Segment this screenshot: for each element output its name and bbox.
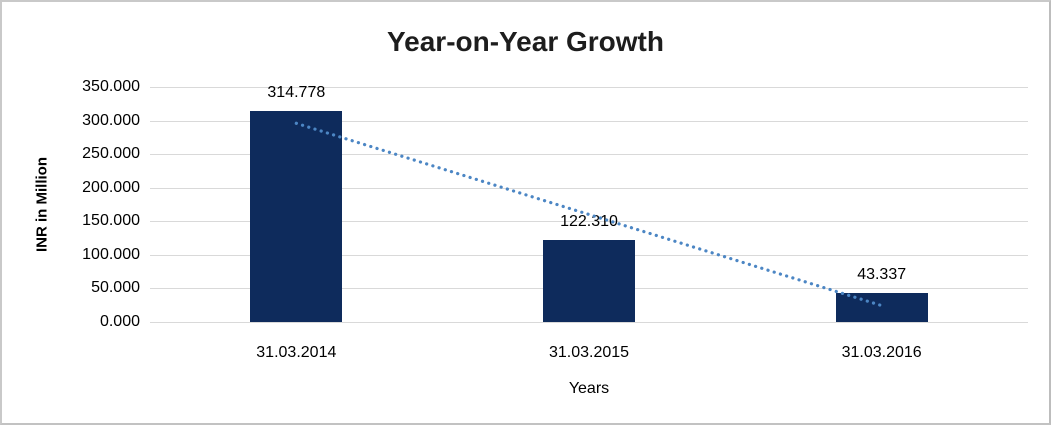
- y-tick-label: 250.000: [82, 145, 140, 163]
- gridline: [150, 87, 1028, 88]
- y-tick-label: 150.000: [82, 212, 140, 230]
- y-tick-label: 50.000: [91, 279, 140, 297]
- y-tick-label: 350.000: [82, 78, 140, 95]
- y-tick-label: 300.000: [82, 111, 140, 129]
- bar-31.03.2015: [543, 239, 635, 322]
- x-tick-label: 31.03.2015: [548, 344, 630, 361]
- x-tick-label: 31.03.2016: [841, 344, 922, 361]
- x-axis-title: Years: [568, 380, 610, 397]
- bars: 314.778 122.310 43.337: [150, 83, 1028, 322]
- gridline: [150, 221, 1028, 223]
- trendline: [294, 121, 884, 308]
- trendline-path: [294, 121, 884, 308]
- bar-31.03.2016: [835, 292, 928, 322]
- data-label: 314.778: [267, 83, 326, 101]
- x-axis-labels: 31.03.2014 31.03.2015 31.03.2016: [150, 344, 1028, 364]
- gridline: [150, 154, 1028, 156]
- gridline: [150, 187, 1028, 189]
- gridline: [150, 120, 1028, 122]
- y-tick-label: 0.000: [99, 313, 140, 330]
- gridline: [150, 322, 1028, 323]
- bar-31.03.2014: [250, 110, 343, 322]
- plot-area: 314.778 122.310 43.337: [150, 83, 1028, 323]
- y-axis-ticks: 0.000 50.000 100.000 150.000 200.000 250.000 3…: [2, 78, 140, 330]
- y-tick-label: 200.000: [82, 178, 140, 196]
- y-tick-label: 100.000: [82, 245, 140, 263]
- data-label: 43.337: [857, 265, 907, 283]
- chart-title: Year-on-Year Growth: [387, 26, 664, 57]
- x-tick-label: 31.03.2014: [256, 344, 337, 361]
- data-label: 122.310: [560, 212, 618, 230]
